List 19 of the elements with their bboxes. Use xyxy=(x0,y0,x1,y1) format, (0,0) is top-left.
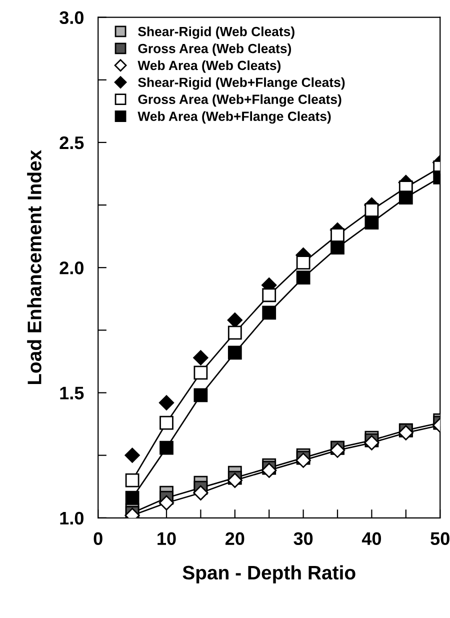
y-axis-title: Load Enhancement Index xyxy=(27,150,42,384)
y-tick-label: 1.0 xyxy=(60,512,84,525)
x-axis-title: Span - Depth Ratio xyxy=(182,565,356,584)
x-tick-label: 20 xyxy=(225,532,244,546)
legend-label: Gross Area (Web Cleats) xyxy=(138,44,292,56)
legend-label: Gross Area (Web+Flange Cleats) xyxy=(138,94,342,107)
legend-label: Shear-Rigid (Web Cleats) xyxy=(138,26,294,39)
y-tick-label: 1.5 xyxy=(60,386,84,400)
x-tick-label: 30 xyxy=(294,532,313,546)
x-tick-label: 0 xyxy=(94,532,102,546)
legend-label: Shear-Rigid (Web+Flange Cleats) xyxy=(138,77,345,90)
legend-label: Web Area (Web Cleats) xyxy=(138,60,280,73)
legend-label: Web Area (Web+Flange Cleats) xyxy=(138,111,331,124)
x-tick-label: 10 xyxy=(158,532,176,546)
y-tick-label: 3.0 xyxy=(60,11,84,24)
y-tick-label: 2.5 xyxy=(60,136,84,150)
y-tick-label: 2.0 xyxy=(60,262,84,274)
x-tick-label: 40 xyxy=(362,532,381,546)
x-tick-label: 50 xyxy=(430,532,450,546)
